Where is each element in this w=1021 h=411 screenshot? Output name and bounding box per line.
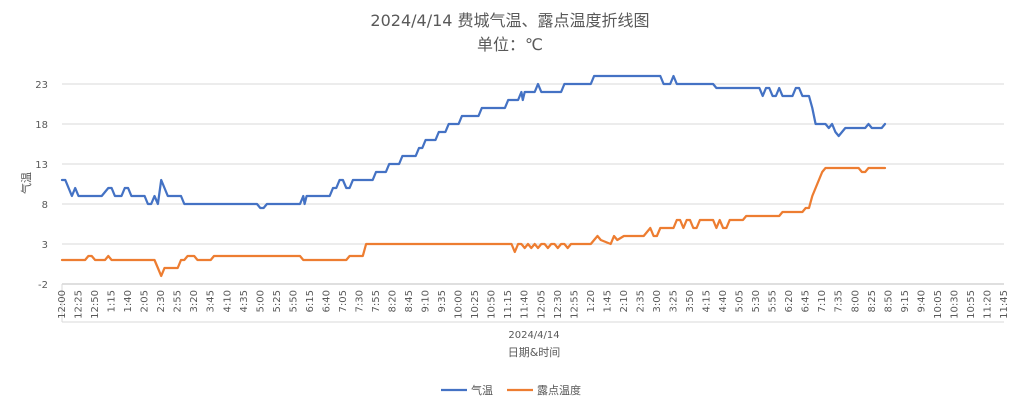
series-line-dewpoint [60, 166, 887, 278]
legend-label-dewpoint: 露点温度 [537, 383, 581, 397]
x-tick-label: 2:05 [140, 290, 151, 312]
series-lines [60, 74, 887, 278]
x-tick-label: 2:30 [156, 290, 167, 312]
y-axis-label: 气温 [19, 172, 33, 194]
chart-title: 2024/4/14 费城气温、露点温度折线图 [370, 11, 649, 30]
x-tick-label: 8:50 [883, 290, 894, 312]
x-tick-label: 5:05 [735, 290, 746, 312]
x-tick-label: 12:55 [569, 290, 580, 319]
x-tick-label: 9:35 [437, 290, 448, 312]
x-tick-label: 7:30 [354, 290, 365, 312]
x-tick-label: 5:50 [288, 290, 299, 312]
x-tick-label: 5:00 [255, 290, 266, 312]
x-tick-label: 11:20 [982, 290, 993, 319]
legend: 气温 露点温度 [441, 383, 581, 397]
x-tick-label: 4:15 [702, 290, 713, 312]
x-tick-label: 5:25 [272, 290, 283, 312]
y-tick-label: 23 [35, 80, 48, 91]
y-tick-label: 3 [42, 240, 48, 251]
x-tick-label: 8:20 [388, 290, 399, 312]
x-tick-label: 7:35 [834, 290, 845, 312]
x-axis-label: 日期&时间 [508, 346, 561, 359]
x-tick-label: 11:45 [999, 290, 1010, 319]
x-tick-label: 10:30 [949, 290, 960, 319]
x-tick-label: 3:25 [668, 290, 679, 312]
x-tick-label: 3:45 [206, 290, 217, 312]
x-tick-label: 12:00 [57, 290, 68, 319]
x-tick-label: 12:25 [74, 290, 85, 319]
x-tick-label: 10:50 [487, 290, 498, 319]
x-tick-label: 5:55 [768, 290, 779, 312]
x-tick-label: 6:45 [801, 290, 812, 312]
series-line-temperature [60, 74, 887, 210]
x-tick-labels: 12:00 12:25 12:50 1:15 1:40 2:05 2:30 2:55 3:20 3… [57, 290, 1010, 319]
x-date-label: 2024/4/14 [508, 330, 559, 341]
legend-label-temperature: 气温 [471, 383, 493, 397]
x-tick-label: 12:50 [90, 290, 101, 319]
x-tick-label: 7:55 [371, 290, 382, 312]
x-tick-label: 11:15 [503, 290, 514, 319]
y-tick-label: 13 [35, 160, 48, 171]
x-tick-label: 1:20 [586, 290, 597, 312]
x-tick-label: 5:30 [751, 290, 762, 312]
x-tick-label: 3:50 [685, 290, 696, 312]
x-tick-label: 7:05 [338, 290, 349, 312]
y-tick-label: 8 [42, 200, 48, 211]
x-tick-label: 2:35 [635, 290, 646, 312]
x-tick-label: 9:40 [916, 290, 927, 312]
x-tick-label: 12:30 [553, 290, 564, 319]
x-tick-label: 12:05 [536, 290, 547, 319]
x-tick-label: 6:40 [321, 290, 332, 312]
x-tick-label: 6:15 [305, 290, 316, 312]
x-tick-label: 8:00 [850, 290, 861, 312]
x-tick-label: 9:15 [900, 290, 911, 312]
y-tick-label: 18 [35, 120, 48, 131]
x-tick-label: 8:25 [867, 290, 878, 312]
x-tick-label: 1:45 [602, 290, 613, 312]
x-tick-label: 10:00 [454, 290, 465, 319]
x-tick-label: 2:55 [173, 290, 184, 312]
x-tick-label: 10:25 [470, 290, 481, 319]
x-tick-label: 11:40 [520, 290, 531, 319]
x-tick-label: 4:10 [222, 290, 233, 312]
chart-subtitle: 单位：℃ [477, 35, 543, 54]
x-tick-label: 10:05 [933, 290, 944, 319]
y-tick-labels: -2 3 8 13 18 23 [35, 80, 48, 291]
x-tick-label: 8:45 [404, 290, 415, 312]
x-tick-label: 3:00 [652, 290, 663, 312]
x-tick-label: 6:20 [784, 290, 795, 312]
x-tick-label: 1:15 [107, 290, 118, 312]
x-tick-label: 3:20 [189, 290, 200, 312]
x-tick-label: 10:55 [966, 290, 977, 319]
x-tick-label: 4:40 [718, 290, 729, 312]
x-tick-label: 9:10 [421, 290, 432, 312]
y-tick-label: -2 [38, 280, 48, 291]
x-tick-label: 1:40 [123, 290, 134, 312]
x-tick-label: 2:10 [619, 290, 630, 312]
x-tick-label: 7:10 [817, 290, 828, 312]
x-tick-label: 4:35 [239, 290, 250, 312]
